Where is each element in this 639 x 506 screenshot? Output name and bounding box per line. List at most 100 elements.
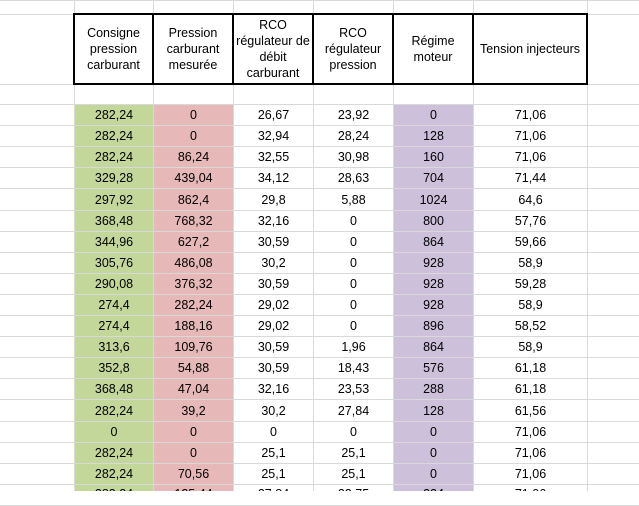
table-cell[interactable]: 71,06 xyxy=(514,425,547,439)
table-cell[interactable]: 32,55 xyxy=(257,150,290,164)
table-cell[interactable]: 928 xyxy=(394,274,473,294)
column-header[interactable]: Tension injecteurs xyxy=(479,42,581,56)
table-cell[interactable]: 928 xyxy=(394,253,473,273)
table-cell[interactable]: 288 xyxy=(394,379,473,399)
table-cell[interactable]: 71,06 xyxy=(514,129,547,143)
table-cell[interactable]: 25,1 xyxy=(341,446,366,460)
table-cell[interactable]: 23,53 xyxy=(337,382,370,396)
table-cell[interactable]: 29,02 xyxy=(257,298,290,312)
table-cell[interactable]: 329,28 xyxy=(75,168,153,188)
table-cell[interactable]: 928 xyxy=(394,295,473,315)
table-cell[interactable]: 25,1 xyxy=(341,467,366,481)
table-cell[interactable]: 128 xyxy=(394,126,473,146)
table-cell[interactable]: 282,24 xyxy=(75,147,153,167)
table-cell[interactable]: 61,56 xyxy=(514,403,547,418)
table-cell[interactable]: 30,98 xyxy=(337,150,370,164)
table-cell[interactable]: 61,18 xyxy=(514,382,547,396)
table-cell[interactable]: 0 xyxy=(270,425,277,439)
table-cell[interactable]: 1,96 xyxy=(341,340,366,354)
table-cell[interactable]: 0 xyxy=(350,319,357,333)
table-cell[interactable]: 47,04 xyxy=(154,379,233,399)
table-cell[interactable]: 305,76 xyxy=(75,253,153,273)
table-cell[interactable]: 344,96 xyxy=(75,232,153,252)
table-cell[interactable]: 0 xyxy=(75,422,153,442)
table-cell[interactable]: 800 xyxy=(394,211,473,231)
column-header[interactable]: Régime moteur xyxy=(411,34,455,64)
table-cell[interactable]: 32,94 xyxy=(257,129,290,143)
table-cell[interactable]: 627,2 xyxy=(154,232,233,252)
table-cell[interactable]: 30,2 xyxy=(261,256,286,270)
table-cell[interactable]: 64,6 xyxy=(518,192,543,207)
table-cell[interactable]: 439,04 xyxy=(154,168,233,188)
table-cell[interactable]: 0 xyxy=(394,422,473,442)
column-header[interactable]: Pression carburant mesurée xyxy=(166,26,220,72)
table-cell[interactable]: 128 xyxy=(394,400,473,421)
table-cell[interactable]: 0 xyxy=(394,105,473,125)
table-cell[interactable]: 0 xyxy=(154,105,233,125)
table-cell[interactable]: 57,76 xyxy=(514,214,547,228)
table-cell[interactable]: 0 xyxy=(350,277,357,291)
table-cell[interactable]: 1024 xyxy=(394,189,473,210)
table-cell[interactable]: 0 xyxy=(350,235,357,249)
table-cell[interactable]: 28,63 xyxy=(337,171,370,185)
table-cell[interactable]: 71,44 xyxy=(514,171,547,185)
table-cell[interactable]: 29,8 xyxy=(261,192,286,207)
table-cell[interactable]: 29,02 xyxy=(257,319,290,333)
table-cell[interactable]: 282,24 xyxy=(75,126,153,146)
table-cell[interactable]: 0 xyxy=(350,214,357,228)
table-cell[interactable]: 297,92 xyxy=(75,189,153,210)
table-cell[interactable]: 25,1 xyxy=(261,446,286,460)
table-cell[interactable]: 32,16 xyxy=(257,214,290,228)
table-cell[interactable]: 27,84 xyxy=(337,403,370,418)
table-cell[interactable]: 274,4 xyxy=(75,295,153,315)
table-cell[interactable]: 0 xyxy=(350,425,357,439)
table-cell[interactable]: 282,24 xyxy=(154,295,233,315)
table-cell[interactable]: 0 xyxy=(394,443,473,463)
table-cell[interactable]: 864 xyxy=(394,337,473,357)
table-cell[interactable]: 54,88 xyxy=(154,358,233,378)
column-header[interactable]: RCO régulateur pression xyxy=(324,26,382,72)
table-cell[interactable]: 862,4 xyxy=(154,189,233,210)
table-cell[interactable]: 30,59 xyxy=(257,361,290,375)
table-cell[interactable]: 864 xyxy=(394,232,473,252)
table-cell[interactable]: 59,66 xyxy=(514,235,547,249)
table-cell[interactable]: 58,9 xyxy=(518,298,543,312)
column-header[interactable]: Consigne pression carburant xyxy=(87,26,140,72)
table-cell[interactable]: 0 xyxy=(394,464,473,484)
table-cell[interactable]: 274,4 xyxy=(75,316,153,336)
table-cell[interactable]: 58,9 xyxy=(518,256,543,270)
table-cell[interactable]: 26,67 xyxy=(257,108,290,122)
table-cell[interactable]: 282,24 xyxy=(75,485,153,491)
table-cell[interactable]: 61,18 xyxy=(514,361,547,375)
table-cell[interactable]: 282,24 xyxy=(75,464,153,484)
table-cell[interactable]: 282,24 xyxy=(75,105,153,125)
table-cell[interactable]: 290,08 xyxy=(75,274,153,294)
table-cell[interactable]: 5,88 xyxy=(341,192,366,207)
table-cell[interactable]: 768,32 xyxy=(154,211,233,231)
table-cell[interactable]: 0 xyxy=(154,126,233,146)
table-cell[interactable]: 58,9 xyxy=(518,340,543,354)
table-cell[interactable]: 22,75 xyxy=(314,485,393,491)
table-cell[interactable]: 282,24 xyxy=(75,443,153,463)
table-cell[interactable]: 39,2 xyxy=(154,400,233,421)
table-cell[interactable]: 59,28 xyxy=(514,277,547,291)
table-cell[interactable]: 704 xyxy=(394,168,473,188)
table-cell[interactable]: 34,12 xyxy=(257,171,290,185)
table-cell[interactable]: 368,48 xyxy=(75,211,153,231)
table-cell[interactable]: 0 xyxy=(350,256,357,270)
table-cell[interactable]: 18,43 xyxy=(337,361,370,375)
table-cell[interactable]: 352,8 xyxy=(75,358,153,378)
table-cell[interactable]: 160 xyxy=(394,147,473,167)
column-header[interactable]: RCO régulateur de débit carburant xyxy=(236,18,310,80)
table-cell[interactable]: 25,1 xyxy=(261,467,286,481)
table-cell[interactable]: 23,92 xyxy=(337,108,370,122)
table-cell[interactable]: 282,24 xyxy=(75,400,153,421)
table-cell[interactable]: 125,44 xyxy=(154,485,233,491)
table-cell[interactable]: 71,06 xyxy=(474,485,587,491)
table-cell[interactable]: 313,6 xyxy=(75,337,153,357)
table-cell[interactable]: 71,06 xyxy=(514,467,547,481)
table-cell[interactable]: 188,16 xyxy=(154,316,233,336)
table-cell[interactable]: 28,24 xyxy=(337,129,370,143)
table-cell[interactable]: 70,56 xyxy=(154,464,233,484)
